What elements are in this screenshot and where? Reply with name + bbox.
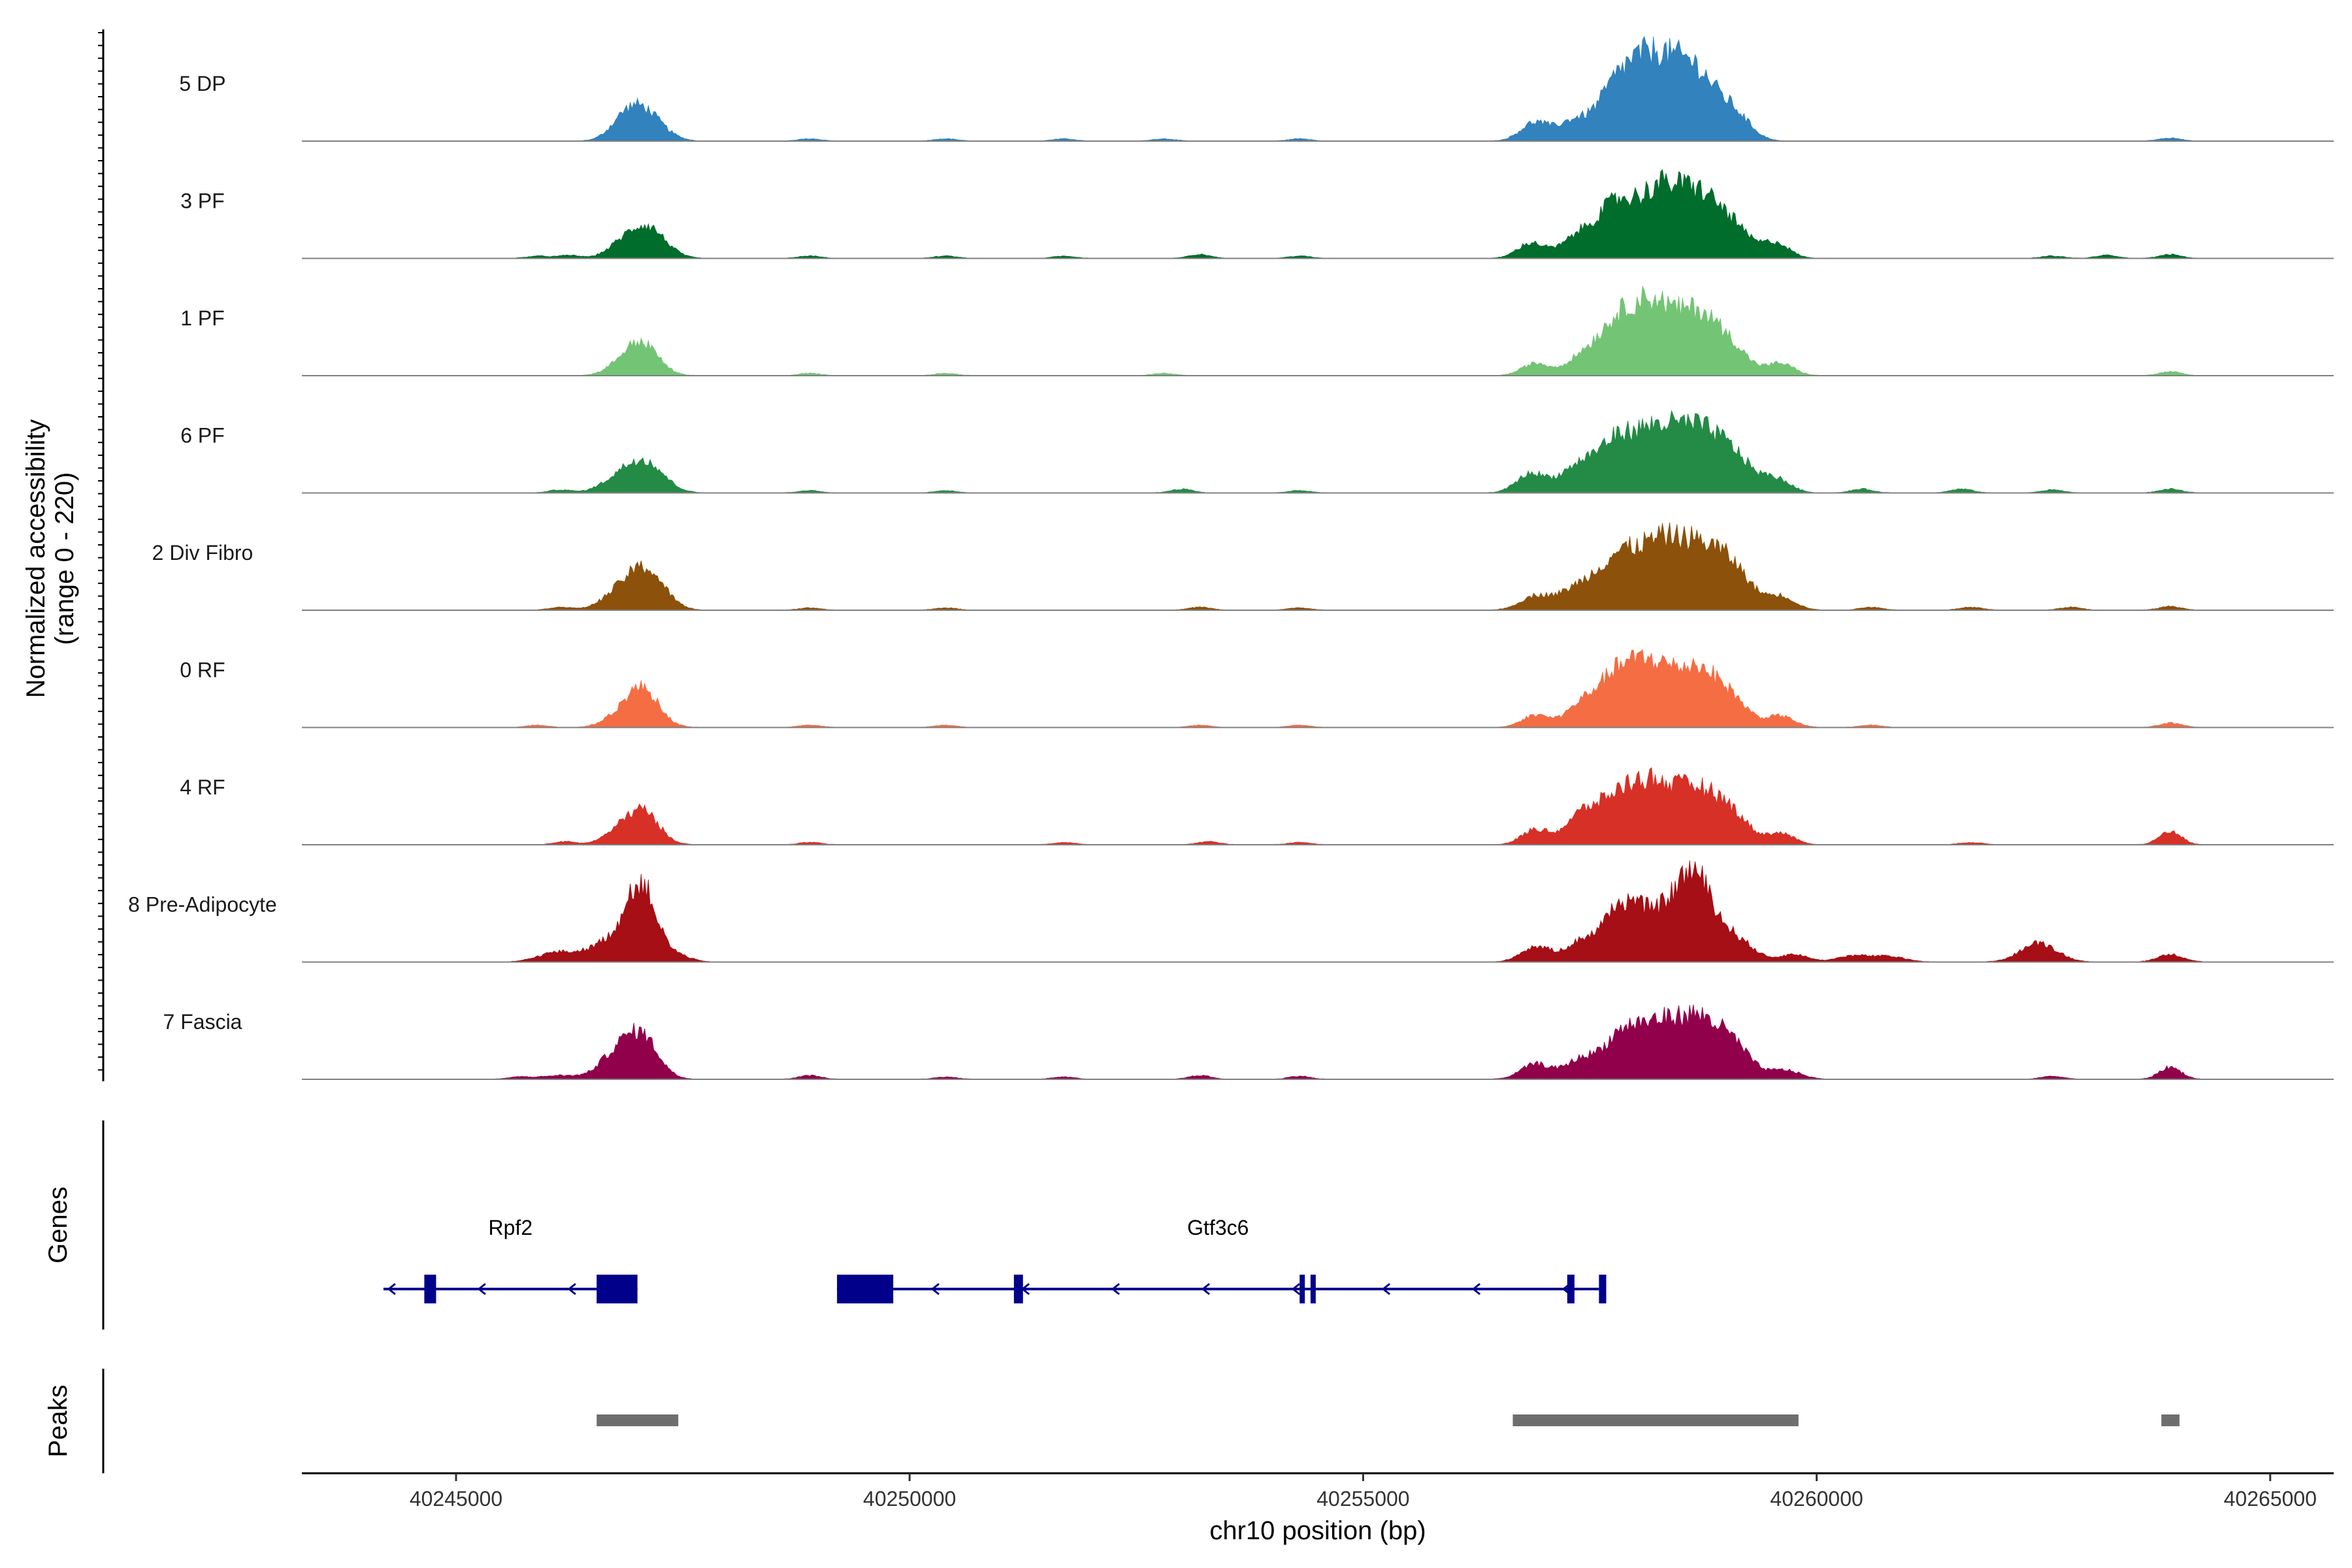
coverage-area <box>365 35 2253 142</box>
gene-exon <box>596 1275 638 1303</box>
y-axis-title-line2: (range 0 - 220) <box>50 472 79 645</box>
track-2-div-fibro: 2 Div Fibro <box>152 522 2334 611</box>
coverage-y-ticks <box>98 32 103 1071</box>
coverage-area <box>365 1004 2253 1080</box>
x-axis-ticks: 40245000 40250000 40255000 40260000 40265000 <box>410 1473 2317 1511</box>
peak-region <box>596 1414 679 1426</box>
gene-rpf2: Rpf2 <box>383 1216 638 1303</box>
y-axis-title-line1: Normalized accessibility <box>22 419 50 698</box>
track-8-pre-adipocyte: 8 Pre-Adipocyte <box>128 860 2334 963</box>
x-tick-label: 40250000 <box>863 1487 956 1511</box>
strand-arrow-icon <box>1201 1282 1211 1296</box>
gene-exon <box>837 1275 894 1303</box>
track-label: 5 DP <box>179 72 225 95</box>
y-axis-title: Normalized accessibility (range 0 - 220) <box>22 419 79 698</box>
gene-exon <box>1013 1275 1023 1303</box>
track-4-rf: 4 RF <box>180 767 2334 845</box>
x-tick-label: 40265000 <box>2224 1487 2317 1511</box>
gene-exon <box>1599 1275 1607 1303</box>
track-0-rf: 0 RF <box>180 649 2334 728</box>
strand-arrow-icon <box>567 1282 576 1296</box>
gene-exon <box>1299 1275 1305 1303</box>
x-tick-label: 40255000 <box>1316 1487 1409 1511</box>
gene-label: Rpf2 <box>489 1216 533 1239</box>
peak-region <box>1512 1414 1799 1426</box>
strand-arrow-icon <box>930 1282 940 1296</box>
gene-exon <box>1567 1275 1575 1303</box>
strand-arrow-icon <box>1471 1282 1481 1296</box>
track-label: 4 RF <box>180 776 225 799</box>
track-label: 2 Div Fibro <box>152 541 253 564</box>
coverage-area <box>365 860 2253 962</box>
strand-arrow-icon <box>477 1282 486 1296</box>
peak-regions <box>596 1414 2180 1426</box>
track-label: 7 Fascia <box>163 1010 242 1034</box>
peaks-panel-label: Peaks <box>44 1384 73 1457</box>
track-1-pf: 1 PF <box>180 286 2334 376</box>
x-tick-label: 40260000 <box>1770 1487 1863 1511</box>
track-7-fascia: 7 Fascia <box>163 1004 2334 1080</box>
x-tick-label: 40245000 <box>410 1487 502 1511</box>
coverage-area <box>365 522 2253 611</box>
coverage-tracks: 5 DP 3 PF 1 PF 6 PF 2 Div Fibro 0 RF 4 RF 8 Pre… <box>128 35 2334 1080</box>
track-label: 6 PF <box>180 424 225 448</box>
track-label: 1 PF <box>180 306 225 330</box>
x-axis-title: chr10 position (bp) <box>1209 1516 1426 1545</box>
coverage-area <box>365 767 2253 845</box>
strand-arrow-icon <box>1291 1282 1301 1296</box>
coverage-area <box>365 169 2253 259</box>
gene-annotations: Rpf2 Gtf3c6 <box>383 1216 1607 1303</box>
track-3-pf: 3 PF <box>180 169 2334 259</box>
gene-exon <box>424 1275 436 1303</box>
gene-exon <box>1310 1275 1316 1303</box>
peak-region <box>2161 1414 2180 1426</box>
strand-arrow-icon <box>1381 1282 1391 1296</box>
track-label: 3 PF <box>180 189 225 213</box>
strand-arrow-icon <box>1111 1282 1120 1296</box>
track-5-dp: 5 DP <box>179 35 2334 142</box>
track-label: 8 Pre-Adipocyte <box>128 893 277 917</box>
coverage-area <box>365 286 2253 376</box>
gene-gtf3c6: Gtf3c6 <box>837 1216 1607 1303</box>
genes-panel-label: Genes <box>44 1186 73 1264</box>
gene-label: Gtf3c6 <box>1187 1216 1249 1239</box>
coverage-area <box>365 410 2253 493</box>
strand-arrow-icon <box>387 1282 396 1296</box>
coverage-area <box>365 649 2253 728</box>
track-6-pf: 6 PF <box>180 410 2334 494</box>
track-label: 0 RF <box>180 659 225 682</box>
